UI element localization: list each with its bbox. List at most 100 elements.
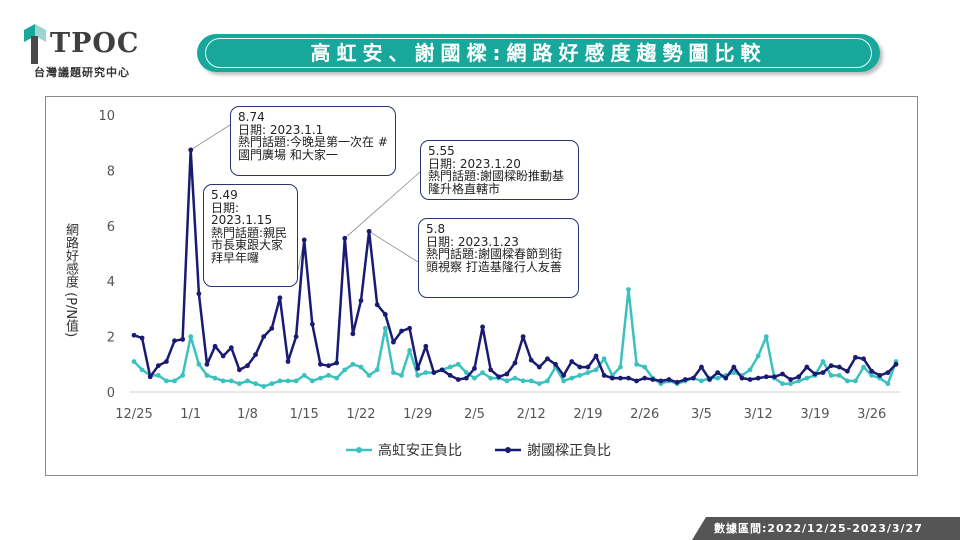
data-point (382, 312, 388, 317)
data-point (642, 364, 648, 370)
data-point (877, 372, 883, 378)
callout-1-20: 5.55 日期: 2023.1.20 熱門話題:謝國樑盼推動基隆升格直轄市 (420, 140, 579, 200)
data-point (504, 378, 510, 384)
data-point (358, 364, 364, 370)
data-point (228, 378, 234, 384)
data-point (747, 377, 753, 382)
data-point (861, 356, 866, 362)
data-point (844, 368, 850, 374)
x-axis-ticks: 12/25 1/1 1/8 1/15 1/22 1/29 2/5 2/12 2/19 2/26 3/… (115, 407, 886, 422)
data-point (545, 356, 550, 362)
data-point (293, 334, 299, 339)
data-point (585, 370, 591, 376)
data-point (731, 364, 737, 370)
data-point (593, 353, 599, 359)
data-point (634, 361, 639, 367)
data-point (520, 378, 526, 384)
data-range-label: 數據區間:2022/12/25-2023/3/27 (692, 517, 960, 540)
tpoc-mark-icon (24, 24, 46, 64)
data-point (301, 237, 307, 243)
data-point (861, 364, 866, 370)
data-point (731, 370, 737, 376)
data-point (407, 348, 413, 353)
data-point (650, 377, 656, 382)
page-title: 高虹安、謝國樑:網路好感度趨勢圖比較 (310, 41, 767, 65)
logo-subtitle: 台灣議題研究中心 (34, 66, 130, 79)
data-point (488, 375, 494, 381)
y-tick-label: 2 (107, 331, 115, 346)
data-point (747, 367, 753, 373)
x-tick-label: 2/12 (517, 407, 546, 422)
data-point (528, 378, 534, 384)
x-tick-label: 3/12 (744, 407, 773, 422)
data-point (220, 378, 226, 384)
callout-connector (190, 124, 231, 151)
logo-wordmark: TPOC (50, 28, 140, 59)
data-point (455, 377, 461, 382)
data-point (593, 367, 599, 373)
y-tick-label: 6 (107, 220, 115, 235)
data-point (220, 353, 226, 359)
data-point (204, 372, 210, 378)
callout-connector (368, 231, 419, 263)
data-point (164, 359, 169, 364)
data-point (496, 374, 502, 380)
x-tick-label: 2/26 (630, 407, 659, 422)
legend-label: 高虹安正負比 (378, 442, 462, 459)
data-point (715, 375, 721, 381)
data-point (755, 375, 761, 381)
data-point (334, 360, 340, 366)
data-point (277, 378, 283, 384)
callout-date: 日期: 2023.1.15 (211, 200, 273, 227)
data-point (423, 343, 429, 349)
data-point (828, 363, 834, 369)
data-point (358, 298, 364, 303)
data-point (609, 375, 615, 381)
data-point (844, 378, 850, 384)
data-point (172, 378, 177, 384)
x-tick-label: 3/26 (857, 407, 886, 422)
callout-topic: 熱門話題:謝國樑盼推動基隆升格直轄市 (428, 169, 565, 196)
data-point (666, 377, 672, 382)
data-point (788, 377, 794, 382)
data-point (626, 375, 631, 381)
data-point (569, 359, 575, 364)
data-point (139, 335, 145, 341)
callout-date: 日期: 2023.1.1 (238, 122, 324, 137)
data-point (253, 381, 258, 387)
data-point (172, 338, 177, 344)
data-point (236, 367, 242, 373)
data-point (245, 378, 250, 384)
data-point (261, 334, 267, 339)
data-point (893, 361, 899, 367)
data-point (480, 324, 485, 330)
data-point (139, 367, 145, 373)
data-point (577, 372, 583, 378)
data-point (820, 370, 826, 376)
legend-marker (505, 447, 511, 453)
data-point (236, 381, 242, 387)
data-point (366, 228, 372, 234)
data-point (755, 353, 761, 359)
data-point (788, 381, 794, 387)
data-point (399, 328, 404, 334)
callout-topic: 熱門話題:謝國樑春節到街頭視察 打造基隆行人友善 (426, 247, 563, 274)
data-point (520, 334, 526, 339)
data-point (391, 339, 396, 345)
data-point (569, 375, 575, 381)
data-point (707, 377, 712, 382)
data-point (366, 372, 372, 378)
data-point (626, 287, 631, 292)
data-point (261, 384, 267, 389)
data-point (804, 364, 810, 370)
data-point (536, 381, 542, 387)
data-point (658, 378, 664, 384)
data-point (188, 147, 194, 153)
data-point (439, 367, 445, 373)
data-point (682, 377, 688, 382)
data-point (699, 364, 704, 370)
data-point (382, 325, 388, 331)
x-tick-label: 2/19 (573, 407, 602, 422)
data-point (723, 375, 729, 381)
data-point (155, 363, 161, 369)
